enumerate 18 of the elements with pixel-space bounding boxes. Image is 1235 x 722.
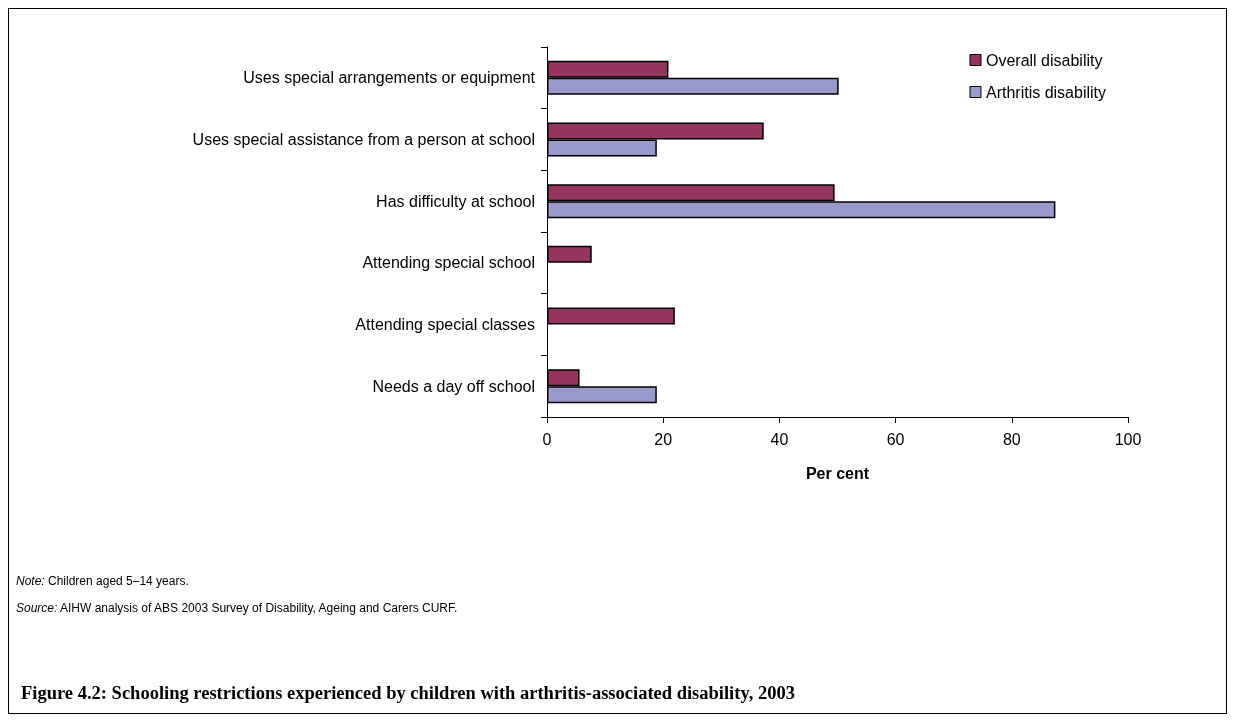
y-tick-label: Has difficulty at school: [376, 192, 535, 210]
x-tick-label: 100: [1114, 430, 1142, 448]
source-note: Source: AIHW analysis of ABS 2003 Survey of Disability, Ageing and Carers CURF.: [16, 601, 458, 615]
y-tick-label: Needs a day off school: [372, 377, 535, 395]
y-tick-label: Uses special arrangements or equipment: [243, 69, 536, 87]
x-tick-label: 0: [542, 430, 552, 448]
legend-label: Overall disability: [985, 51, 1103, 69]
text: Figure 4.2: Schooling restrictions experienced by children with arthritis-associated disability, 2003: [21, 682, 795, 703]
x-axis-title: Per cent: [805, 464, 870, 482]
x-tick-label: 20: [654, 430, 673, 448]
y-tick-label: Uses special assistance from a person at school: [192, 131, 535, 148]
legend-label: Arthritis disability: [985, 83, 1106, 101]
y-tick-label: Attending special school: [362, 254, 535, 272]
y-tick-label: Attending special classes: [355, 316, 535, 333]
text: Note: Children aged 5–14 years.: [16, 574, 189, 588]
x-tick-label: 60: [886, 430, 905, 448]
x-tick-label: 80: [1002, 430, 1021, 448]
x-tick-label: 40: [770, 430, 789, 448]
